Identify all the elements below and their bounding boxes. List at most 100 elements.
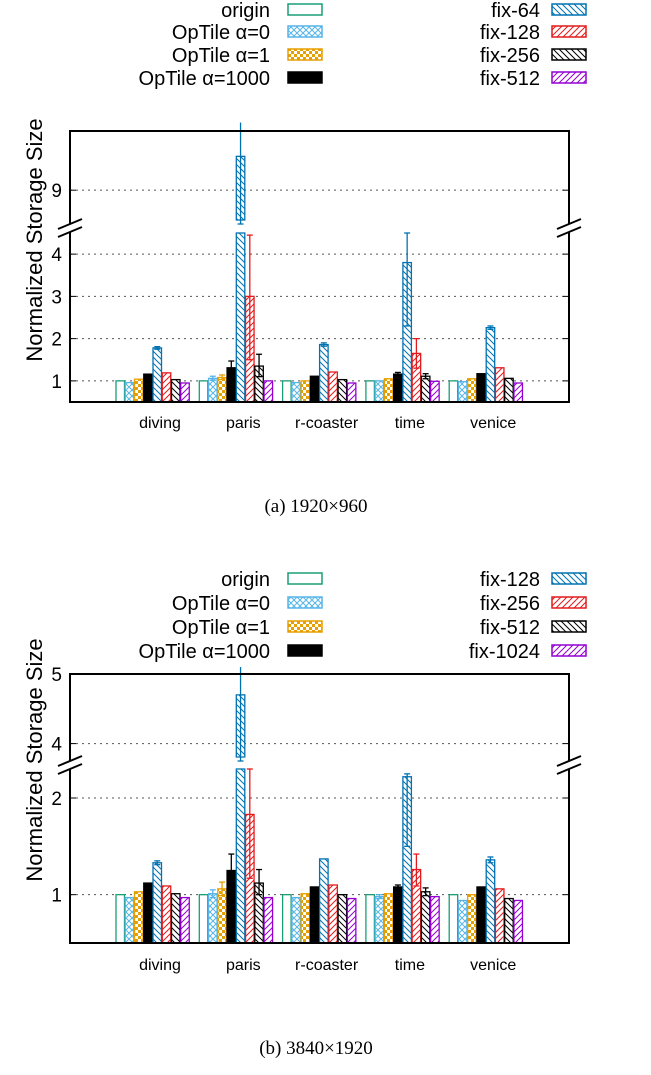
bar-fix-512-paris bbox=[263, 380, 274, 403]
bar-fix-512-venice bbox=[513, 382, 524, 403]
legend-label: fix-128 bbox=[480, 22, 540, 44]
bar-origin-r-coaster bbox=[281, 894, 292, 944]
bar-optile-1-time bbox=[383, 378, 394, 403]
bar-optile-1-r-coaster bbox=[300, 893, 311, 944]
legend-label: OpTile α=1000 bbox=[139, 641, 270, 663]
bar-fix-256-r-coaster bbox=[337, 378, 348, 403]
legend-swatch bbox=[287, 620, 323, 633]
legend-swatch bbox=[551, 48, 587, 61]
bar-optile-1000-r-coaster bbox=[309, 886, 320, 944]
bar-optile-0-paris bbox=[207, 893, 218, 944]
bar-optile-1-time bbox=[383, 893, 394, 944]
legend-swatch bbox=[287, 3, 323, 16]
category-label: r-coaster bbox=[295, 415, 359, 432]
y-tick-label: 2 bbox=[51, 789, 62, 810]
axis-break-gap bbox=[67, 761, 73, 769]
bar-optile-0-venice bbox=[457, 899, 468, 944]
legend-swatch bbox=[551, 596, 587, 609]
bar-fix-128-r-coaster bbox=[328, 371, 339, 403]
y-tick-label: 1 bbox=[51, 372, 62, 393]
axis-break-icon bbox=[556, 218, 582, 238]
bar-origin-venice bbox=[448, 380, 459, 403]
axis-break-gap bbox=[566, 224, 572, 232]
legend-label: OpTile α=1 bbox=[172, 617, 270, 639]
bar-fix-128-paris bbox=[235, 768, 246, 944]
bar-fix-128-venice bbox=[494, 367, 505, 403]
bar-optile-1-r-coaster bbox=[300, 380, 311, 403]
legend-swatch bbox=[551, 620, 587, 633]
bar-fix-1024-r-coaster bbox=[346, 897, 357, 944]
bar-optile-1-paris bbox=[217, 376, 227, 403]
figure-caption: (b) 3840×1920 bbox=[259, 1038, 373, 1059]
legend-label: fix-64 bbox=[491, 0, 540, 22]
bar-origin-paris bbox=[198, 380, 209, 403]
bar-fix-256-venice bbox=[504, 377, 514, 403]
legend-label: origin bbox=[221, 569, 270, 591]
bar-origin-paris bbox=[198, 894, 209, 944]
legend-label: OpTile α=0 bbox=[172, 593, 270, 615]
legend-label: fix-512 bbox=[480, 617, 540, 639]
y-axis-label: Normalized Storage Size bbox=[22, 118, 47, 361]
bar-fix-256-r-coaster bbox=[328, 884, 339, 944]
bar-optile-1-diving bbox=[133, 891, 144, 944]
bar-fix-512-r-coaster bbox=[337, 894, 348, 944]
legend-swatch bbox=[287, 596, 323, 609]
bar-origin-venice bbox=[448, 894, 459, 944]
y-axis-label: Normalized Storage Size bbox=[22, 638, 47, 881]
category-label: paris bbox=[226, 957, 261, 974]
bar-origin-r-coaster bbox=[281, 380, 292, 403]
bar-origin-time bbox=[365, 894, 376, 944]
legend-swatch bbox=[551, 3, 587, 16]
bar-optile-0-diving bbox=[124, 896, 135, 944]
bar-origin-time bbox=[365, 380, 376, 403]
bar-optile-1-paris bbox=[217, 888, 227, 944]
legend-label: OpTile α=1 bbox=[172, 45, 270, 67]
figure-caption: (a) 1920×960 bbox=[264, 496, 367, 517]
bar-fix-64-venice bbox=[485, 326, 496, 403]
plot-frame bbox=[69, 673, 570, 944]
legend-label: origin bbox=[221, 0, 270, 22]
bar-fix-1024-diving bbox=[180, 896, 190, 944]
legend-swatch bbox=[287, 644, 323, 657]
y-tick-label: 4 bbox=[51, 245, 62, 266]
bar-fix-1024-paris bbox=[263, 896, 274, 944]
bar-fix-128-diving bbox=[152, 862, 163, 944]
bar-fix-512-r-coaster bbox=[346, 382, 357, 403]
bar-fix-128-venice bbox=[485, 859, 496, 944]
category-label: venice bbox=[470, 415, 516, 432]
legend-label: fix-256 bbox=[480, 45, 540, 67]
axis-break-icon bbox=[57, 218, 83, 238]
bar-fix-512-venice bbox=[504, 897, 514, 944]
bar-optile-0-time bbox=[374, 380, 385, 403]
legend-swatch bbox=[551, 572, 587, 585]
y-tick-label: 9 bbox=[51, 181, 62, 202]
bar-optile-1000-venice bbox=[476, 886, 487, 944]
bar-origin-diving bbox=[115, 894, 126, 944]
legend-swatch bbox=[287, 25, 323, 38]
bar-optile-0-r-coaster bbox=[291, 381, 302, 403]
bar-fix-128-r-coaster bbox=[318, 858, 329, 944]
bar-optile-1000-time bbox=[392, 373, 403, 403]
legend-swatch bbox=[551, 644, 587, 657]
legend-swatch bbox=[287, 572, 323, 585]
bar-fix-512-time bbox=[420, 891, 431, 944]
category-label: paris bbox=[226, 415, 261, 432]
bar-fix-512-time bbox=[429, 380, 440, 403]
legend-label: fix-1024 bbox=[469, 641, 540, 663]
bar-fix-1024-venice bbox=[513, 899, 524, 944]
bar-optile-1000-diving bbox=[143, 373, 153, 403]
y-tick-label: 2 bbox=[51, 330, 62, 351]
legend-label: fix-256 bbox=[480, 593, 540, 615]
bar-optile-0-venice bbox=[457, 381, 468, 403]
legend-label: OpTile α=0 bbox=[172, 22, 270, 44]
bar-fix-256-venice bbox=[494, 888, 505, 944]
chart-1920x960: 1 2 3 4 9 diving paris r-coaster time venice Norma… bbox=[22, 0, 587, 517]
category-label: r-coaster bbox=[295, 957, 359, 974]
legend-label: fix-512 bbox=[480, 68, 540, 90]
legend-label: OpTile α=1000 bbox=[139, 68, 270, 90]
axis-break-gap bbox=[566, 761, 572, 769]
axis-break-icon bbox=[57, 755, 83, 775]
plot-frame bbox=[69, 130, 570, 403]
category-label: venice bbox=[470, 957, 516, 974]
